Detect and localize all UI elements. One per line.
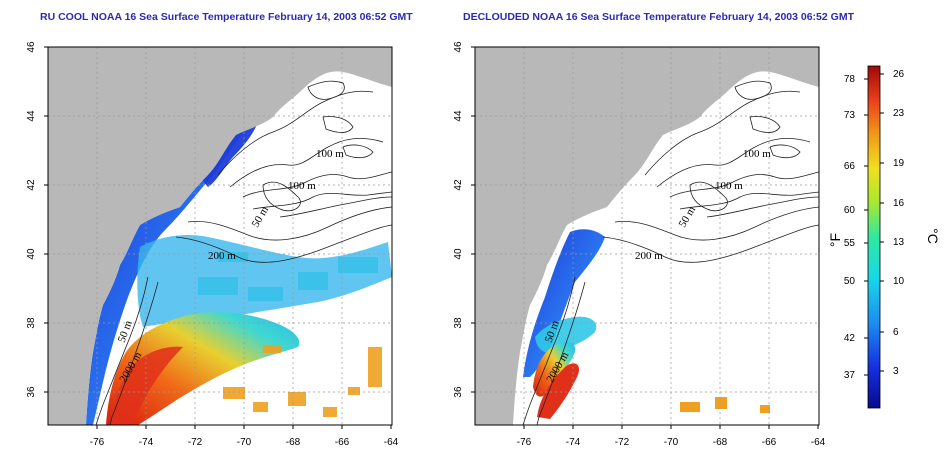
- latitude-tick-label: 44: [453, 110, 464, 122]
- fahrenheit-tick-label: 78: [844, 74, 856, 85]
- fahrenheit-tick-label: 66: [844, 161, 856, 172]
- contour-label: 100 m: [288, 180, 316, 192]
- longitude-tick-label: -66: [762, 437, 777, 448]
- celsius-tick-label: 10: [893, 276, 905, 287]
- left-map-panel: 100 m 100 m 50 m 200 m 50 m 2000 m: [47, 46, 393, 426]
- fahrenheit-tick-label: 37: [844, 370, 856, 381]
- fahrenheit-unit-label: °F: [827, 233, 843, 247]
- shelf-mid-water: [535, 316, 597, 354]
- colorbar-ticks: 78 73 66 60 55 50 42 37 26 23 19 16 13 10 6 3: [844, 69, 905, 381]
- celsius-tick-label: 13: [893, 237, 905, 248]
- latitude-tick-label: 44: [26, 110, 37, 122]
- offshore-warm-patches: [680, 397, 770, 413]
- latitude-tick-label: 40: [453, 248, 464, 260]
- cold-shelf-water: [86, 124, 248, 426]
- latitude-tick-label: 38: [26, 317, 37, 329]
- right-map-axes: -76 -74 -72 -70 -68 -66 -64 46 44 42 40 38 36: [453, 41, 826, 448]
- contour-label: 200 m: [635, 250, 663, 262]
- latitude-tick-label: 36: [453, 386, 464, 398]
- latitude-tick-label: 38: [453, 317, 464, 329]
- fahrenheit-tick-label: 60: [844, 205, 856, 216]
- latitude-tick-label: 46: [453, 41, 464, 53]
- longitude-tick-label: -76: [517, 437, 532, 448]
- right-map-title: DECLOUDED NOAA 16 Sea Surface Temperatur…: [463, 11, 854, 23]
- right-map-frame: [474, 46, 820, 426]
- celsius-unit-label: °C: [925, 228, 941, 244]
- longitude-tick-label: -64: [811, 437, 826, 448]
- celsius-tick-label: 16: [893, 198, 905, 209]
- longitude-tick-label: -76: [90, 437, 105, 448]
- gulf-stream-warm-water: [106, 312, 300, 425]
- offshore-cyan-patches: [198, 252, 378, 301]
- celsius-tick-label: 19: [893, 158, 905, 169]
- latitude-tick-label: 40: [26, 248, 37, 260]
- contour-label: 100 m: [715, 180, 743, 192]
- latitude-tick-label: 36: [26, 386, 37, 398]
- shelf-mid-water: [137, 235, 392, 327]
- longitude-tick-label: -70: [664, 437, 679, 448]
- colorbar-gradient: [867, 65, 881, 409]
- longitude-tick-label: -68: [286, 437, 301, 448]
- latitude-tick-label: 46: [26, 41, 37, 53]
- longitude-tick-label: -72: [188, 437, 203, 448]
- fahrenheit-tick-label: 55: [844, 238, 856, 249]
- gulf-stream-warm-water: [533, 341, 576, 397]
- longitude-tick-label: -74: [566, 437, 581, 448]
- colorbar: 78 73 66 60 55 50 42 37 26 23 19 16 13 10 6 3 °F °C: [827, 65, 941, 409]
- longitude-tick-label: -68: [713, 437, 728, 448]
- celsius-tick-label: 6: [893, 327, 899, 338]
- warm-core: [110, 346, 183, 425]
- fahrenheit-tick-label: 50: [844, 276, 856, 287]
- longitude-tick-label: -66: [335, 437, 350, 448]
- celsius-tick-label: 3: [893, 366, 899, 377]
- latitude-tick-label: 42: [453, 179, 464, 191]
- contour-label: 200 m: [208, 250, 236, 262]
- fahrenheit-tick-label: 42: [844, 333, 856, 344]
- offshore-warm-patches: [223, 345, 382, 417]
- celsius-tick-label: 23: [893, 108, 905, 119]
- latitude-tick-label: 42: [26, 179, 37, 191]
- longitude-tick-label: -72: [615, 437, 630, 448]
- celsius-tick-label: 26: [893, 69, 905, 80]
- contour-label: 100 m: [743, 148, 771, 160]
- longitude-tick-label: -64: [384, 437, 399, 448]
- longitude-tick-label: -74: [139, 437, 154, 448]
- warm-core: [537, 363, 580, 419]
- right-map-panel: 100 m 100 m 50 m 200 m 50 m 2000 m: [474, 46, 820, 426]
- fahrenheit-tick-label: 73: [844, 110, 856, 121]
- left-map-axes: -76 -74 -72 -70 -68 -66 -64 46 44 42 40 38 36: [26, 41, 399, 448]
- left-map-frame: [47, 46, 393, 426]
- left-map-title: RU COOL NOAA 16 Sea Surface Temperature …: [40, 11, 413, 23]
- contour-label: 100 m: [316, 148, 344, 160]
- longitude-tick-label: -70: [237, 437, 252, 448]
